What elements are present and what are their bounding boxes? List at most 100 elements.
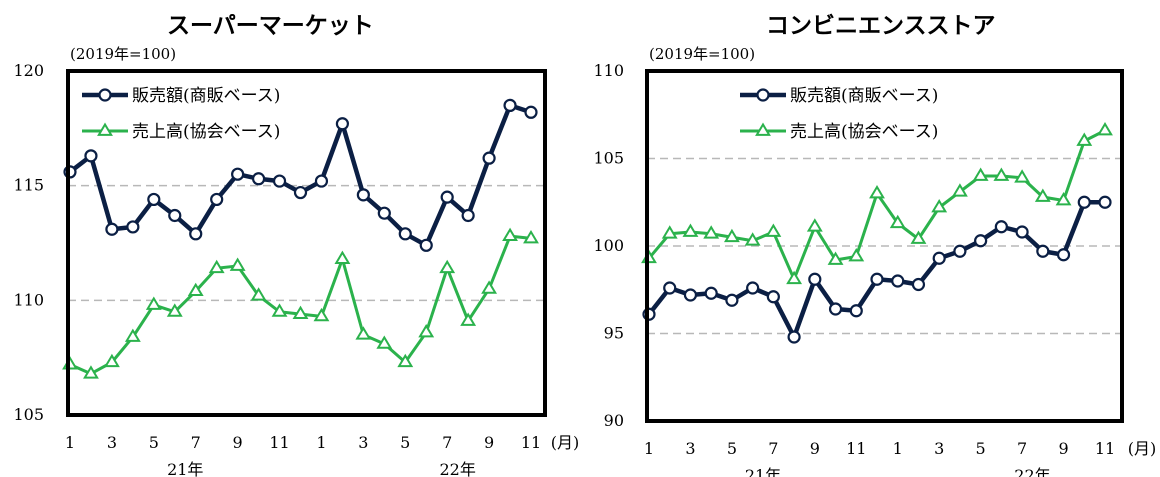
x-tick-label: 5	[400, 433, 410, 452]
data-point	[440, 190, 454, 204]
data-point	[683, 288, 698, 302]
data-point	[1055, 192, 1072, 206]
year-label: 21年	[745, 466, 781, 477]
x-tick-label: 1	[644, 439, 654, 458]
legend-label: 売上高(協会ベース)	[790, 122, 938, 142]
y-tick-label: 95	[604, 324, 624, 343]
chart-title: スーパーマーケット	[167, 13, 374, 39]
y-tick-label: 100	[593, 236, 624, 255]
series-line	[69, 234, 532, 376]
data-point	[460, 312, 477, 326]
y-tick-label: 110	[13, 290, 44, 309]
x-tick-label: 7	[442, 433, 452, 452]
data-point	[910, 230, 927, 244]
data-point	[397, 353, 414, 368]
plot-frame	[645, 69, 1124, 423]
x-tick-label: 7	[191, 433, 201, 452]
x-tick-label: 3	[107, 433, 117, 452]
data-point	[313, 307, 330, 322]
data-point	[994, 220, 1008, 234]
x-tick-label: 11	[269, 433, 289, 452]
data-point	[502, 227, 518, 242]
data-point	[1076, 132, 1093, 146]
x-tick-label: 11	[1095, 439, 1115, 458]
data-point	[524, 105, 538, 119]
supermarket-chart: スーパーマーケット (2019年=100) 105 110 115 120 1 3 5 7 9 11…	[13, 13, 580, 477]
data-point	[744, 232, 761, 246]
data-point	[377, 206, 391, 220]
data-point	[334, 250, 351, 264]
data-point	[723, 228, 740, 243]
data-point	[746, 281, 760, 295]
data-point	[419, 238, 433, 252]
data-point	[210, 192, 224, 207]
data-point	[314, 174, 329, 188]
legend-label: 販売額(商販ベース)	[790, 86, 938, 106]
data-point	[828, 302, 843, 316]
data-point	[439, 259, 456, 274]
x-tick-label: 11	[846, 439, 866, 458]
unit-label: (2019年=100)	[649, 45, 755, 63]
data-point	[953, 244, 967, 258]
series-line	[647, 200, 1105, 340]
data-point	[503, 98, 517, 113]
x-tick-label: 9	[1058, 439, 1068, 458]
data-point	[147, 192, 161, 207]
data-point	[869, 185, 885, 199]
data-point	[1036, 244, 1050, 258]
year-label: 22年	[1014, 466, 1050, 477]
data-point	[168, 208, 182, 223]
data-point	[418, 323, 435, 338]
data-point	[725, 293, 739, 307]
data-point	[932, 251, 946, 265]
y-tick-label: 105	[593, 149, 624, 168]
series-line	[647, 129, 1106, 281]
data-point	[189, 227, 203, 241]
data-point	[827, 251, 844, 265]
data-point	[682, 223, 699, 237]
year-label: 22年	[439, 460, 475, 477]
x-tick-label: 9	[233, 433, 243, 452]
data-point	[870, 272, 884, 286]
legend-marker	[756, 88, 770, 102]
legend-label: 販売額(商販ベース)	[132, 86, 280, 106]
data-point	[972, 167, 989, 181]
data-point	[208, 259, 225, 274]
convenience-store-chart: コンビニエンスストア (2019年=100) 90 95 100 105 110 1 3 5 7 9…	[580, 0, 1160, 477]
data-point	[703, 225, 720, 239]
data-point	[103, 353, 120, 368]
data-point	[1097, 122, 1113, 136]
data-point	[231, 167, 245, 181]
x-tick-label: 7	[1017, 439, 1027, 458]
legend-marker	[755, 122, 771, 136]
data-point	[849, 304, 863, 318]
data-point	[126, 220, 140, 234]
data-point	[889, 214, 906, 229]
data-point	[1014, 169, 1031, 183]
x-tick-label: 11	[521, 433, 541, 452]
x-tick-label: 9	[810, 439, 820, 458]
x-unit-label: (月)	[1128, 439, 1157, 458]
data-point	[1056, 248, 1071, 262]
data-point	[766, 290, 780, 304]
y-tick-label: 105	[13, 405, 44, 424]
data-point	[461, 208, 475, 223]
x-tick-label: 1	[65, 433, 75, 452]
data-point	[376, 335, 393, 349]
data-point	[481, 280, 498, 294]
data-point	[482, 151, 496, 165]
x-unit-label: (月)	[551, 433, 580, 452]
data-point	[704, 286, 718, 300]
data-point	[166, 303, 183, 317]
data-point	[808, 272, 822, 286]
data-point	[951, 183, 968, 197]
data-point	[1015, 225, 1029, 239]
data-point	[124, 328, 141, 342]
data-point	[911, 277, 926, 292]
unit-label: (2019年=100)	[70, 45, 176, 63]
data-point	[292, 305, 309, 319]
x-tick-label: 3	[934, 439, 944, 458]
x-tick-label: 1	[893, 439, 903, 458]
data-point	[1077, 195, 1091, 209]
